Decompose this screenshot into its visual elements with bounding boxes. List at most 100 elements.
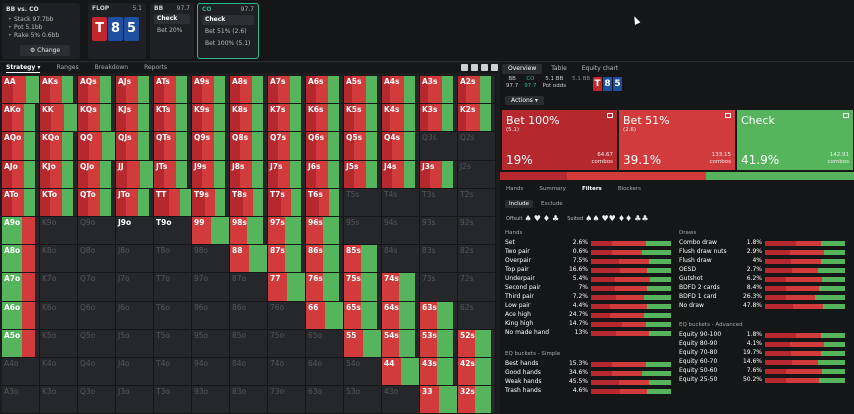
heart-icon[interactable]: ♥ (533, 214, 541, 223)
hand-cell[interactable]: 95s (344, 217, 382, 246)
hand-cell[interactable]: 43o (382, 386, 420, 414)
hand-cell[interactable]: 93s (420, 217, 458, 246)
hand-cell[interactable]: T6o (154, 301, 192, 330)
hand-cell[interactable]: A6s (306, 76, 344, 105)
hand-cell[interactable]: J8s (230, 160, 268, 189)
hand-cell[interactable]: 86s (306, 245, 344, 274)
hand-cell[interactable]: T8o (154, 245, 192, 274)
action-box[interactable]: Bet 51% (2.6) 39.1% 133.15 combos (619, 110, 735, 170)
tab-ranges[interactable]: Ranges (56, 64, 79, 71)
hand-cell[interactable]: 84s (382, 245, 420, 274)
hand-cell[interactable]: QJs (116, 132, 154, 161)
hand-cell[interactable]: 98o (192, 245, 230, 274)
expand-icon[interactable] (725, 113, 731, 118)
hand-cell[interactable]: A2s (458, 76, 496, 105)
filter-row[interactable]: Equity 90-100 1.8% (679, 331, 849, 339)
hand-cell[interactable]: J5s (344, 160, 382, 189)
club-icon[interactable]: ♣♣ (634, 214, 649, 223)
hand-cell[interactable]: Q5s (344, 132, 382, 161)
hand-cell[interactable]: 94o (192, 358, 230, 387)
hand-cell[interactable]: T6s (306, 188, 344, 217)
hand-cell[interactable]: 42s (458, 358, 496, 387)
hand-cell[interactable]: AJs (116, 76, 154, 105)
hand-cell[interactable]: 75o (268, 329, 306, 358)
hand-cell[interactable]: Q7o (78, 273, 116, 302)
hand-cell[interactable]: 63o (306, 386, 344, 414)
action-column-bb[interactable]: BB 97.7 Check Bet 20% (150, 3, 194, 59)
hand-cell[interactable]: 85s (344, 245, 382, 274)
hand-cell[interactable]: Q3o (78, 386, 116, 414)
hand-cell[interactable]: A7o (2, 273, 40, 302)
hand-cell[interactable]: Q6s (306, 132, 344, 161)
hand-cell[interactable]: 73s (420, 273, 458, 302)
hand-cell[interactable]: AA (2, 76, 40, 105)
action-box[interactable]: Check 41.9% 142.91 combos (737, 110, 853, 170)
filter-row[interactable]: Ace high 24.7% (505, 311, 675, 319)
actions-dropdown[interactable]: Actions ▾ (505, 96, 544, 105)
hand-cell[interactable]: J6o (116, 301, 154, 330)
hand-cell[interactable]: 84o (230, 358, 268, 387)
hand-cell[interactable]: 53s (420, 329, 458, 358)
filter-row[interactable]: Set 2.6% (505, 239, 675, 247)
hand-cell[interactable]: KJs (116, 104, 154, 133)
hand-cell[interactable]: K4s (382, 104, 420, 133)
hand-cell[interactable]: AKo (2, 104, 40, 133)
hand-cell[interactable]: 95o (192, 329, 230, 358)
hand-cell[interactable]: J4o (116, 358, 154, 387)
filter-row[interactable]: Two pair 0.6% (505, 248, 675, 256)
hand-cell[interactable]: K4o (40, 358, 78, 387)
hand-cell[interactable]: K7o (40, 273, 78, 302)
view-icon[interactable] (481, 64, 488, 71)
sub-tab[interactable]: Filters (581, 186, 602, 192)
view-icon[interactable] (461, 64, 468, 71)
hand-cell[interactable]: 86o (230, 301, 268, 330)
hand-cell[interactable]: A3s (420, 76, 458, 105)
hand-cell[interactable]: 44 (382, 358, 420, 387)
hand-cell[interactable]: 65s (344, 301, 382, 330)
hand-cell[interactable]: 64o (306, 358, 344, 387)
hand-cell[interactable]: J3o (116, 386, 154, 414)
hand-cell[interactable]: 43s (420, 358, 458, 387)
hand-cell[interactable]: 76s (306, 273, 344, 302)
filter-row[interactable]: Equity 50-60 7.6% (679, 367, 849, 375)
filter-row[interactable]: Underpair 5.4% (505, 275, 675, 283)
hand-cell[interactable]: K6s (306, 104, 344, 133)
overview-tab[interactable]: Equity chart (581, 65, 619, 72)
hand-cell[interactable]: 33 (420, 386, 458, 414)
hand-cell[interactable]: 83o (230, 386, 268, 414)
hand-cell[interactable]: 77 (268, 273, 306, 302)
hand-cell[interactable]: 72s (458, 273, 496, 302)
hand-cell[interactable]: A6o (2, 301, 40, 330)
hand-cell[interactable]: A3o (2, 386, 40, 414)
hand-cell[interactable]: 93o (192, 386, 230, 414)
hand-cell[interactable]: 97s (268, 217, 306, 246)
hand-cell[interactable]: 63s (420, 301, 458, 330)
filter-row[interactable]: Good hands 34.6% (505, 369, 675, 377)
filter-row[interactable]: Best hands 15.3% (505, 360, 675, 368)
hand-cell[interactable]: ATs (154, 76, 192, 105)
hand-cell[interactable]: QTo (78, 188, 116, 217)
hand-cell[interactable]: T9o (154, 217, 192, 246)
hand-cell[interactable]: 66 (306, 301, 344, 330)
hand-cell[interactable]: J7s (268, 160, 306, 189)
hand-cell[interactable]: Q2s (458, 132, 496, 161)
include-tab[interactable]: Exclude (541, 201, 563, 207)
view-icon[interactable] (491, 64, 498, 71)
hand-cell[interactable]: 75s (344, 273, 382, 302)
hand-cell[interactable]: K9s (192, 104, 230, 133)
overview-tab[interactable]: Table (551, 65, 567, 72)
filter-row[interactable]: King high 14.7% (505, 320, 675, 328)
sub-tab[interactable]: Hands (506, 186, 524, 192)
filter-row[interactable]: No draw 47.8% (679, 302, 849, 310)
hand-cell[interactable]: Q3s (420, 132, 458, 161)
hand-cell[interactable]: Q6o (78, 301, 116, 330)
hand-cell[interactable]: 99 (192, 217, 230, 246)
hand-cell[interactable]: 74o (268, 358, 306, 387)
hand-cell[interactable]: T5s (344, 188, 382, 217)
hand-cell[interactable]: T3o (154, 386, 192, 414)
filter-row[interactable]: OESD 2.7% (679, 266, 849, 274)
hand-cell[interactable]: Q5o (78, 329, 116, 358)
hand-cell[interactable]: QQ (78, 132, 116, 161)
hand-cell[interactable]: 87o (230, 273, 268, 302)
